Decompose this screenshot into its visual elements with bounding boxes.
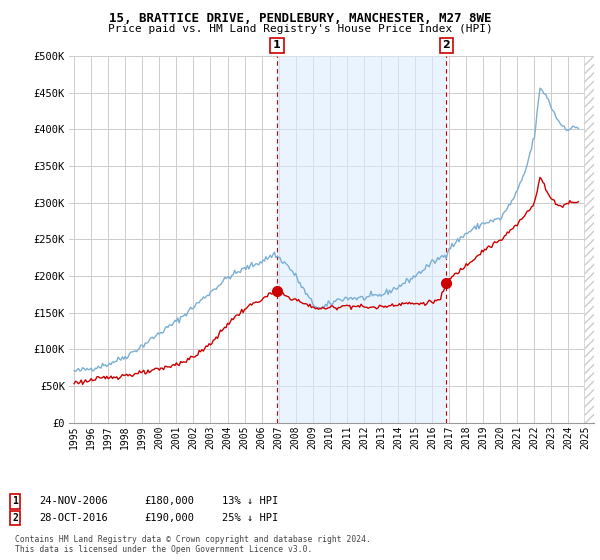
Text: £180,000: £180,000 bbox=[144, 496, 194, 506]
Text: 13% ↓ HPI: 13% ↓ HPI bbox=[222, 496, 278, 506]
Text: 24-NOV-2006: 24-NOV-2006 bbox=[39, 496, 108, 506]
Bar bbox=[277, 56, 446, 423]
Text: 1: 1 bbox=[273, 40, 281, 50]
Text: Contains HM Land Registry data © Crown copyright and database right 2024.: Contains HM Land Registry data © Crown c… bbox=[15, 535, 371, 544]
Text: This data is licensed under the Open Government Licence v3.0.: This data is licensed under the Open Gov… bbox=[15, 545, 313, 554]
Text: 2: 2 bbox=[442, 40, 450, 50]
Bar bbox=[584, 56, 594, 423]
Text: 1: 1 bbox=[12, 496, 18, 506]
Text: £190,000: £190,000 bbox=[144, 513, 194, 523]
Text: 2: 2 bbox=[12, 513, 18, 523]
Text: Price paid vs. HM Land Registry's House Price Index (HPI): Price paid vs. HM Land Registry's House … bbox=[107, 24, 493, 34]
Text: 15, BRATTICE DRIVE, PENDLEBURY, MANCHESTER, M27 8WE: 15, BRATTICE DRIVE, PENDLEBURY, MANCHEST… bbox=[109, 12, 491, 25]
Text: 28-OCT-2016: 28-OCT-2016 bbox=[39, 513, 108, 523]
Text: 25% ↓ HPI: 25% ↓ HPI bbox=[222, 513, 278, 523]
